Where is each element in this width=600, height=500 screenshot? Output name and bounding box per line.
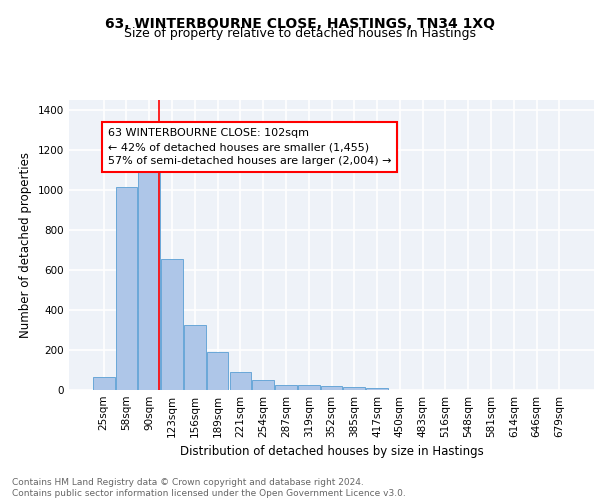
Bar: [139, 170, 160, 390]
Bar: [116, 187, 137, 390]
Bar: [298, 385, 320, 390]
Y-axis label: Number of detached properties: Number of detached properties: [19, 152, 32, 338]
X-axis label: Distribution of detached houses by size in Hastings: Distribution of detached houses by size …: [179, 446, 484, 458]
Text: Contains HM Land Registry data © Crown copyright and database right 2024.
Contai: Contains HM Land Registry data © Crown c…: [12, 478, 406, 498]
Bar: [253, 380, 274, 390]
Bar: [275, 385, 297, 390]
Bar: [93, 377, 115, 390]
Bar: [366, 388, 388, 390]
Bar: [230, 372, 251, 390]
Text: 63 WINTERBOURNE CLOSE: 102sqm
← 42% of detached houses are smaller (1,455)
57% o: 63 WINTERBOURNE CLOSE: 102sqm ← 42% of d…: [108, 128, 391, 166]
Bar: [184, 325, 206, 390]
Bar: [320, 386, 343, 390]
Text: Size of property relative to detached houses in Hastings: Size of property relative to detached ho…: [124, 28, 476, 40]
Bar: [161, 259, 183, 390]
Text: 63, WINTERBOURNE CLOSE, HASTINGS, TN34 1XQ: 63, WINTERBOURNE CLOSE, HASTINGS, TN34 1…: [105, 18, 495, 32]
Bar: [343, 388, 365, 390]
Bar: [207, 352, 229, 390]
